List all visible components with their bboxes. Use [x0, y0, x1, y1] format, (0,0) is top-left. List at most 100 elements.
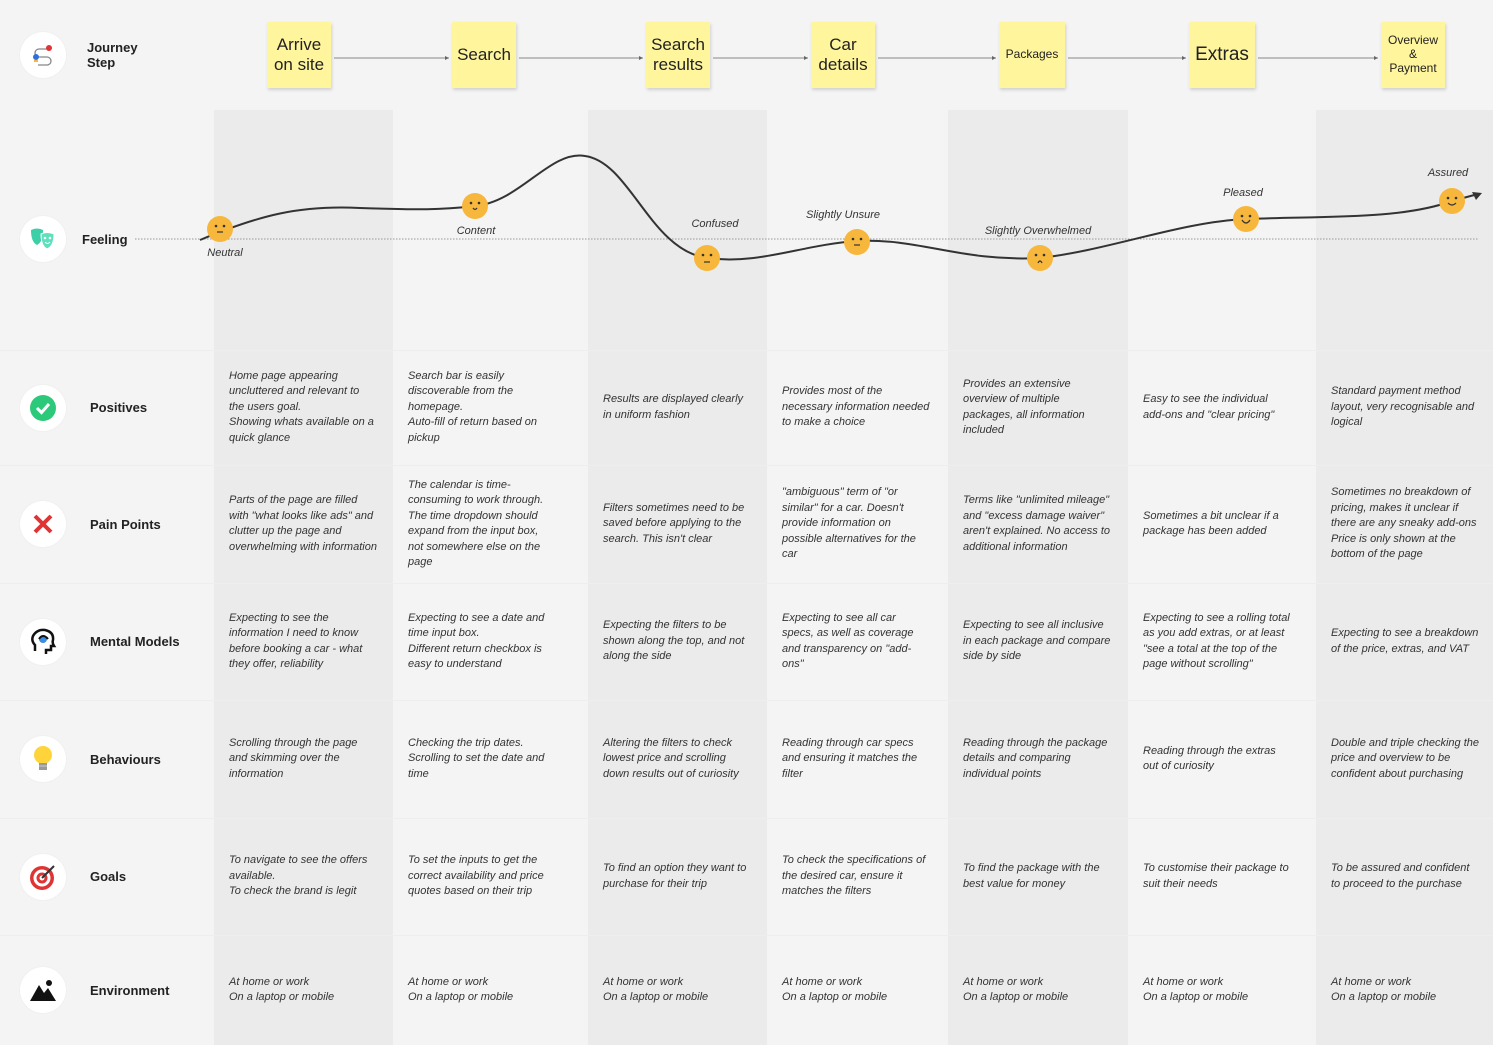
feeling-label: Pleased	[1223, 187, 1263, 199]
row-header-goals: Goals	[0, 818, 214, 935]
feeling-label: Slightly Unsure	[806, 209, 880, 221]
row-header-feeling: Feeling	[0, 216, 214, 262]
row-label: Environment	[90, 982, 170, 998]
feeling-label: Confused	[691, 218, 739, 230]
positives-cell: Standard payment method layout, very rec…	[1331, 385, 1475, 429]
row-divider	[0, 465, 1493, 466]
target-icon	[20, 853, 66, 900]
row-divider	[0, 818, 1493, 819]
row-header-mental: Mental Models	[0, 583, 214, 700]
journey-step-sticky[interactable]: Arrive on site	[267, 22, 331, 88]
mental-cell: Expecting to see a breakdown of the pric…	[1331, 627, 1479, 655]
column-bg	[1316, 110, 1493, 1045]
environment-cell: At home or work On a laptop or mobile	[603, 975, 709, 1004]
row-label: Goals	[90, 869, 127, 884]
positives-cell: Search bar is easily discoverable from t…	[408, 369, 538, 444]
lightbulb-icon	[20, 736, 66, 782]
head-brain-icon	[20, 618, 66, 665]
row-header-environment: Environment	[0, 935, 214, 1045]
goals-cell: To find the package with the best value …	[963, 862, 1100, 890]
journey-step-sticky[interactable]: Extras	[1189, 22, 1255, 88]
environment-cell: At home or work On a laptop or mobile	[1143, 975, 1249, 1004]
feeling-label: Assured	[1427, 167, 1469, 179]
overwhelmed-face-icon	[1027, 245, 1053, 271]
journey-step-sticky[interactable]: Overview & Payment	[1381, 22, 1445, 88]
journey-step-sticky[interactable]: Search results	[646, 22, 710, 88]
row-header-behaviours: Behaviours	[0, 700, 214, 818]
row-header-journey: Journey Step	[0, 0, 214, 110]
feeling-label: Neutral	[207, 247, 243, 259]
confused-face-icon	[694, 245, 720, 271]
mental-cell: Expecting to see all inclusive in each p…	[963, 619, 1111, 663]
mental-cell: Expecting to see all car specs, as well …	[782, 611, 914, 671]
mental-cell: Expecting to see a rolling total as you …	[1143, 611, 1290, 671]
column-bg	[588, 110, 767, 1045]
row-divider	[0, 700, 1493, 701]
goals-cell: To find an option they want to purchase …	[603, 862, 747, 890]
row-label: Behaviours	[90, 751, 161, 767]
goals-cell: To customise their package to suit their…	[1143, 862, 1289, 890]
mountain-image-icon	[20, 967, 66, 1013]
row-label: Mental Models	[90, 634, 180, 649]
row-divider	[0, 583, 1493, 584]
behaviours-cell: Reading through the extras out of curios…	[1143, 744, 1276, 773]
behaviours-cell: Scrolling through the page and skimming …	[229, 736, 358, 780]
behaviours-cell: Double and triple checking the price and…	[1331, 736, 1479, 780]
feeling-label: Slightly Overwhelmed	[984, 225, 1092, 237]
goals-cell: To check the specifications of the desir…	[782, 854, 926, 898]
assured-face-icon	[1439, 188, 1465, 214]
journey-step-sticky[interactable]: Car details	[811, 22, 875, 88]
environment-cell: At home or work On a laptop or mobile	[1331, 975, 1437, 1004]
emotion-line	[199, 154, 1479, 261]
pain-cell: Sometimes a bit unclear if a package has…	[1143, 509, 1279, 538]
pain-cell: Terms like "unlimited mileage" and "exce…	[963, 494, 1111, 553]
environment-cell: At home or work On a laptop or mobile	[229, 975, 335, 1004]
environment-cell: At home or work On a laptop or mobile	[782, 975, 888, 1004]
goals-cell: To navigate to see the offers available.…	[229, 854, 368, 898]
unsure-face-icon	[844, 229, 870, 255]
step-arrow	[519, 56, 643, 60]
row-divider	[0, 935, 1493, 936]
pain-cell: Sometimes no breakdown of pricing, makes…	[1331, 486, 1477, 561]
column-bg	[214, 110, 393, 1045]
behaviours-cell: Reading through car specs and ensuring i…	[782, 736, 918, 780]
row-header-pain: Pain Points	[0, 465, 214, 583]
positives-cell: Home page appearing uncluttered and rele…	[229, 369, 374, 444]
goals-cell: To set the inputs to get the correct ava…	[408, 854, 544, 898]
pleased-face-icon	[1233, 206, 1259, 232]
content-face-icon	[462, 193, 488, 219]
step-connectors	[334, 56, 1378, 60]
step-arrow	[1258, 56, 1378, 60]
neutral-face-icon	[207, 216, 233, 242]
row-label: Positives	[90, 400, 148, 415]
environment-cell: At home or work On a laptop or mobile	[963, 975, 1069, 1004]
environment-cell: At home or work On a laptop or mobile	[408, 975, 514, 1004]
row-divider	[0, 350, 1493, 351]
emotion-curve	[135, 154, 1482, 261]
mental-cell: Expecting the filters to be shown along …	[603, 619, 745, 663]
mental-cell: Expecting to see a date and time input b…	[408, 611, 545, 671]
positives-cell: Results are displayed clearly in uniform…	[603, 393, 744, 421]
pain-cell: Filters sometimes need to be saved befor…	[603, 501, 745, 545]
behaviours-cell: Altering the filters to check lowest pri…	[603, 736, 739, 780]
step-arrow	[878, 56, 996, 60]
step-arrow	[713, 56, 808, 60]
positives-cell: Provides an extensive overview of multip…	[963, 377, 1085, 437]
row-label: Journey Step	[87, 40, 138, 70]
positives-cell: Easy to see the individual add-ons and "…	[1143, 393, 1275, 421]
arrow-head-icon	[1472, 192, 1482, 200]
goals-cell: To be assured and confident to proceed t…	[1331, 862, 1470, 890]
journey-step-sticky[interactable]: Packages	[999, 22, 1065, 88]
theater-masks-icon	[20, 216, 66, 262]
feeling-label: Content	[456, 225, 496, 237]
pain-cell: The calendar is time-consuming to work t…	[408, 478, 544, 569]
cross-icon	[20, 501, 66, 547]
positives-cell: Provides most of the necessary informati…	[782, 385, 930, 429]
behaviours-cell: Checking the trip dates. Scrolling to se…	[408, 736, 545, 780]
route-pin-icon	[20, 32, 66, 78]
mental-cell: Expecting to see the information I need …	[229, 611, 363, 671]
journey-step-sticky[interactable]: Search	[452, 22, 516, 88]
step-arrow	[334, 56, 449, 60]
check-circle-icon	[20, 384, 66, 431]
row-header-positives: Positives	[0, 350, 214, 465]
